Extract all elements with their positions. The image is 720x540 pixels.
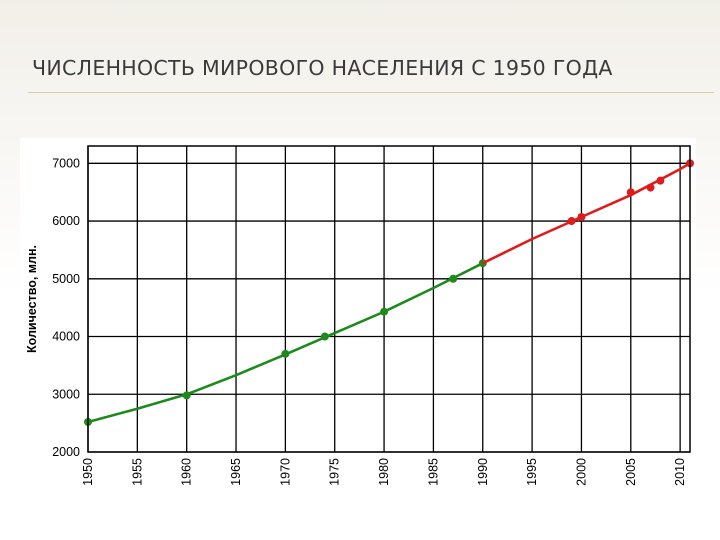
- y-tick-label: 7000: [52, 156, 80, 170]
- data-point: [281, 349, 290, 358]
- chart-tick-labels: 1950 1955 1960 1965 1970 1975 1980 1985 1990 1995…: [52, 156, 687, 485]
- x-tick-label: 2000: [574, 458, 588, 486]
- y-tick-label: 4000: [52, 330, 80, 344]
- data-point: [626, 188, 635, 197]
- data-point: [449, 274, 458, 283]
- y-tick-label: 6000: [52, 214, 80, 228]
- x-tick-label: 1970: [278, 458, 292, 486]
- data-point: [380, 307, 389, 316]
- y-tick-label: 3000: [52, 387, 80, 401]
- series-line-1: [481, 162, 692, 265]
- x-tick-label: 1985: [426, 458, 440, 486]
- chart-grid: [87, 146, 690, 453]
- chart-panel: 1950 1955 1960 1965 1970 1975 1980 1985 1990 1995…: [20, 138, 696, 496]
- y-tick-label: 2000: [52, 445, 80, 459]
- x-tick-label: 1980: [377, 458, 391, 486]
- y-tick-label: 5000: [52, 272, 80, 286]
- x-tick-label: 1955: [130, 458, 144, 486]
- plot-frame: [87, 145, 691, 453]
- x-tick-label: 1975: [328, 458, 342, 486]
- data-point: [182, 391, 191, 400]
- x-tick-label: 1995: [525, 458, 539, 486]
- data-point: [646, 183, 655, 192]
- title-divider: [28, 92, 714, 93]
- y-axis-label: Количество, млн.: [25, 245, 39, 353]
- slide-title: ЧИСЛЕННОСТЬ МИРОВОГО НАСЕЛЕНИЯ С 1950 ГО…: [32, 56, 613, 80]
- x-tick-label: 1960: [180, 458, 194, 486]
- data-point: [320, 332, 329, 341]
- data-point: [656, 176, 665, 185]
- chart-series: [84, 159, 694, 426]
- x-tick-label: 1950: [81, 458, 95, 486]
- x-tick-label: 2005: [624, 458, 638, 486]
- data-point: [567, 217, 576, 226]
- population-chart: 1950 1955 1960 1965 1970 1975 1980 1985 1990 1995…: [25, 145, 694, 486]
- x-tick-label: 2010: [673, 458, 687, 486]
- x-tick-label: 1965: [229, 458, 243, 486]
- data-point: [577, 213, 586, 222]
- x-tick-label: 1990: [476, 458, 490, 486]
